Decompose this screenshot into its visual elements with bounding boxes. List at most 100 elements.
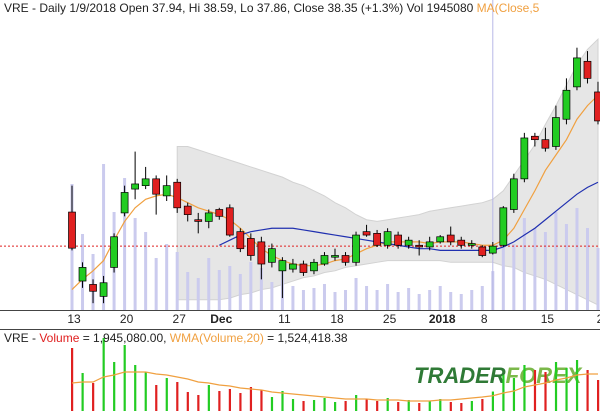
volume-shadow <box>344 290 348 310</box>
volume-bar <box>102 338 105 411</box>
volume-bar <box>439 399 442 411</box>
candle-body <box>110 236 118 268</box>
volume-bar <box>355 395 358 411</box>
volume-bar <box>291 399 295 411</box>
candle-body <box>562 89 571 120</box>
volume-shadow <box>291 286 295 310</box>
volume-bar <box>176 382 179 411</box>
watermark-text: TRADERFOREX <box>414 363 583 388</box>
candle-body <box>78 267 87 282</box>
candle-body <box>531 135 539 141</box>
x-tick-label: 27 <box>173 312 187 326</box>
volume-bar <box>281 391 284 411</box>
watermark-part: TRADER <box>414 363 506 388</box>
volume-bar <box>144 372 147 411</box>
candle-body <box>278 260 287 272</box>
x-tick-label: 13 <box>67 312 81 326</box>
volume-bar <box>449 402 452 411</box>
volume-bar <box>586 370 589 411</box>
candle-body <box>99 282 108 297</box>
candle-body <box>520 137 529 180</box>
candle-body <box>257 241 266 265</box>
candle-body <box>352 234 360 263</box>
candle-body <box>225 207 234 236</box>
legend-text: = 1,945,080.00, <box>79 331 169 345</box>
volume-bar <box>270 397 274 411</box>
candle-body <box>289 263 297 270</box>
volume-shadow <box>564 224 568 310</box>
volume-bar <box>376 401 379 411</box>
volume-bar <box>302 401 305 411</box>
candle-body <box>215 209 224 217</box>
candle-body <box>457 239 466 246</box>
volume-shadow <box>438 286 442 310</box>
candle-body <box>415 244 424 248</box>
candle-body <box>552 117 560 147</box>
volume-shadow <box>186 272 190 310</box>
x-tick-label: 2018 <box>429 312 456 326</box>
candle-body <box>425 241 434 248</box>
candle-body <box>68 211 76 249</box>
volume-bar <box>407 400 410 411</box>
candle-body <box>141 178 150 187</box>
volume-bar <box>397 402 400 411</box>
candle-body <box>310 261 318 272</box>
volume-bar <box>155 385 158 411</box>
volume-bar <box>544 372 547 411</box>
candle-body <box>320 255 329 265</box>
volume-shadow <box>365 286 369 310</box>
candle-body <box>573 57 581 88</box>
candle-body <box>362 231 371 236</box>
x-tick-label: 18 <box>330 312 344 326</box>
volume-bar <box>554 362 558 411</box>
legend-text: WMA(Volume,20) <box>170 331 264 345</box>
volume-wma <box>71 371 598 402</box>
volume-shadow <box>396 292 400 310</box>
candle-body <box>236 231 245 250</box>
legend-text: VRE - <box>4 331 39 345</box>
x-tick-label: 20 <box>120 312 134 326</box>
volume-shadow <box>322 284 326 310</box>
volume-bar <box>186 392 189 411</box>
candle-body <box>383 231 392 246</box>
volume-shadow <box>238 274 242 310</box>
volume-shadow <box>301 290 305 310</box>
legend-text: Volume <box>39 331 79 345</box>
candle-body <box>120 192 129 214</box>
volume-bar <box>92 383 95 411</box>
candle-body <box>436 236 445 243</box>
volume-bar <box>312 400 316 411</box>
candle-body <box>488 245 497 254</box>
candle-body <box>499 207 508 246</box>
volume-bar <box>218 391 221 411</box>
volume-shadow <box>428 290 432 310</box>
date-axis: 13 20 27 Dec 11 18 25 2018 8 15 2 <box>67 312 600 326</box>
volume-bar <box>512 378 516 411</box>
candle-body <box>467 243 476 246</box>
volume-bar <box>481 399 484 411</box>
volume-bar <box>81 373 84 411</box>
volume-shadow <box>596 248 600 310</box>
volume-bar <box>418 403 421 411</box>
volume-legend: VRE - Volume = 1,945,080.00, WMA(Volume,… <box>4 331 348 345</box>
volume-bar <box>260 390 263 411</box>
volume-shadow <box>522 218 526 310</box>
volume-shadow <box>154 258 158 310</box>
candle-body <box>478 246 487 256</box>
volume-shadow <box>102 164 106 310</box>
volume-layer <box>71 338 600 411</box>
candle-body <box>373 233 381 246</box>
volume-shadow <box>512 244 516 310</box>
candle-body <box>541 139 550 149</box>
x-tick-label: 8 <box>481 312 488 326</box>
volume-shadow <box>123 178 127 310</box>
volume-shadow <box>175 252 179 310</box>
volume-bar <box>365 399 368 411</box>
volume-shadow <box>575 208 579 310</box>
volume-bar <box>523 365 526 411</box>
candle-body <box>89 284 97 292</box>
volume-shadow <box>354 278 358 310</box>
candle-body <box>246 238 255 256</box>
candle-body <box>194 219 203 222</box>
volume-bar <box>565 368 568 411</box>
